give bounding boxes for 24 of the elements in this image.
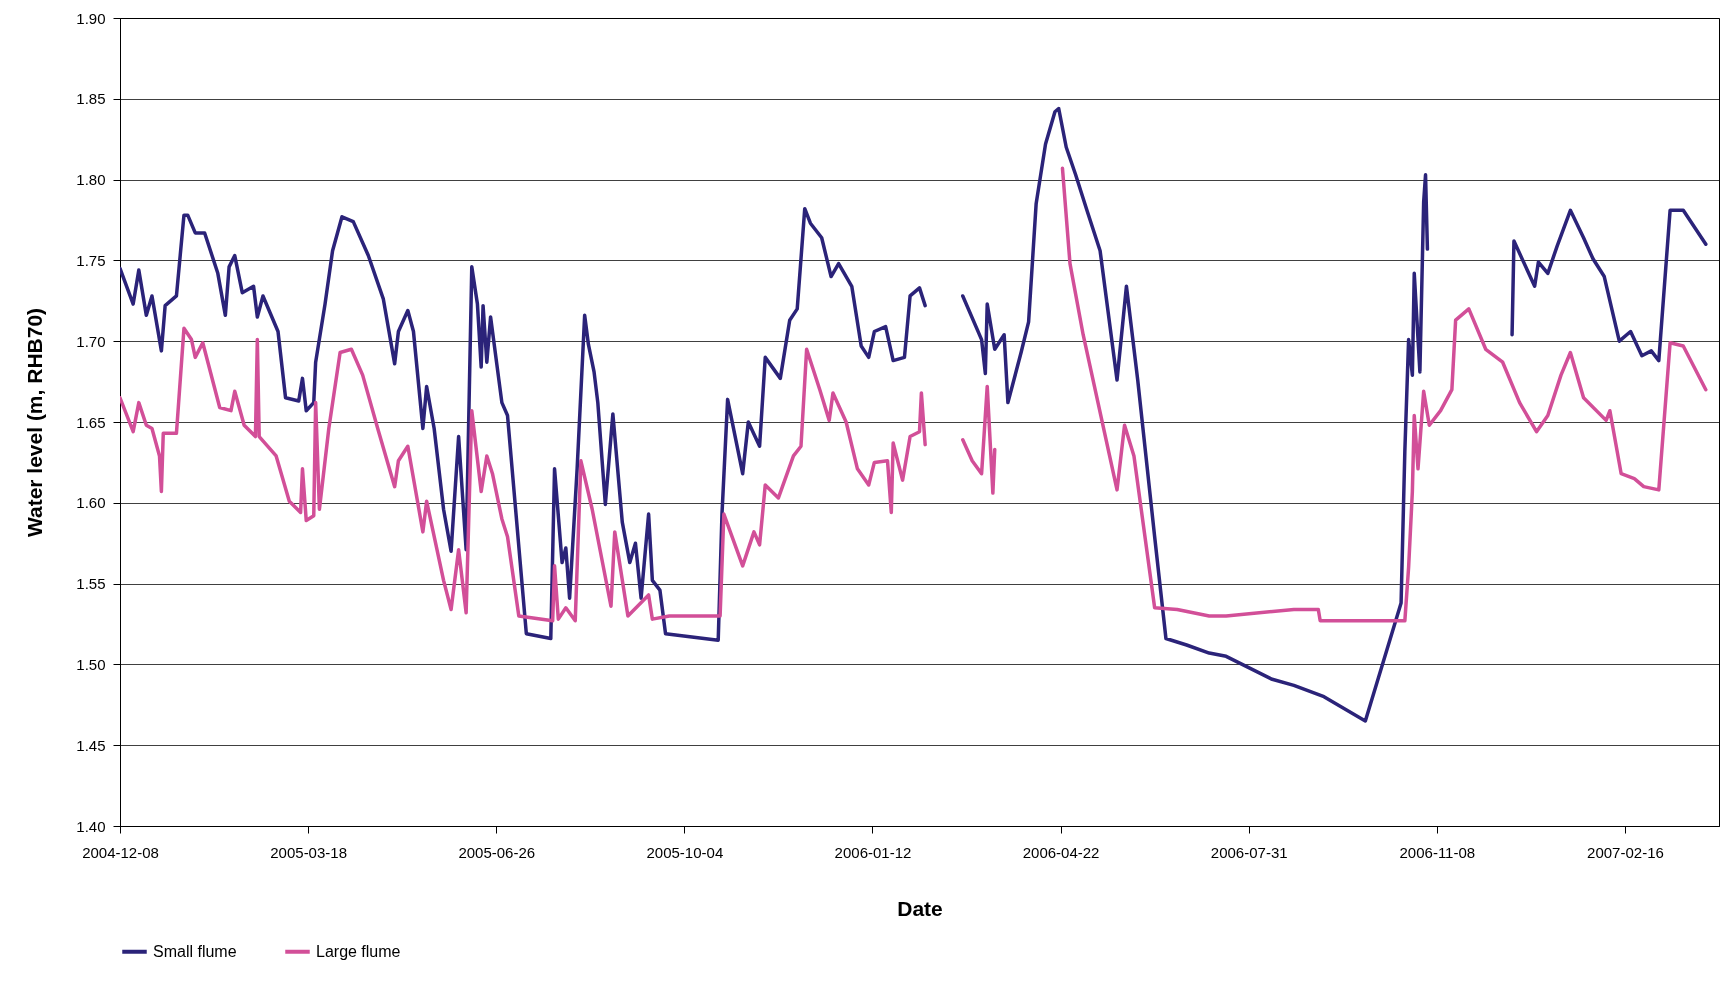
y-tick-label: 1.70 bbox=[76, 332, 106, 350]
y-tick-label: 1.75 bbox=[76, 251, 106, 269]
x-tick-label: 2005-03-18 bbox=[270, 843, 347, 861]
x-tick-label: 2006-07-31 bbox=[1210, 843, 1288, 861]
x-tick-label: 2006-01-12 bbox=[834, 843, 912, 861]
x-tick-label: 2005-10-04 bbox=[646, 843, 724, 861]
x-tick-label: 2005-06-26 bbox=[458, 843, 536, 861]
y-tick-label: 1.80 bbox=[76, 171, 106, 189]
x-tick-label: 2004-12-08 bbox=[82, 843, 159, 861]
y-tick-label: 1.65 bbox=[76, 413, 106, 431]
y-axis-title: Water level (m, RHB70) bbox=[23, 307, 47, 538]
y-tick-label: 1.50 bbox=[76, 655, 106, 673]
x-tick-label: 2006-04-22 bbox=[1022, 843, 1100, 861]
x-tick-label: 2006-11-08 bbox=[1399, 843, 1476, 861]
y-tick-label: 1.45 bbox=[76, 736, 106, 754]
legend-label: Small flume bbox=[153, 942, 237, 960]
y-tick-label: 1.55 bbox=[76, 575, 106, 593]
y-tick-label: 1.60 bbox=[76, 494, 106, 512]
x-axis-title: Date bbox=[897, 896, 943, 920]
y-tick-label: 1.85 bbox=[76, 90, 106, 108]
y-tick-label: 1.40 bbox=[76, 817, 106, 835]
y-tick-label: 1.90 bbox=[76, 9, 106, 27]
x-tick-label: 2007-02-16 bbox=[1587, 843, 1664, 861]
legend-label: Large flume bbox=[316, 942, 401, 960]
